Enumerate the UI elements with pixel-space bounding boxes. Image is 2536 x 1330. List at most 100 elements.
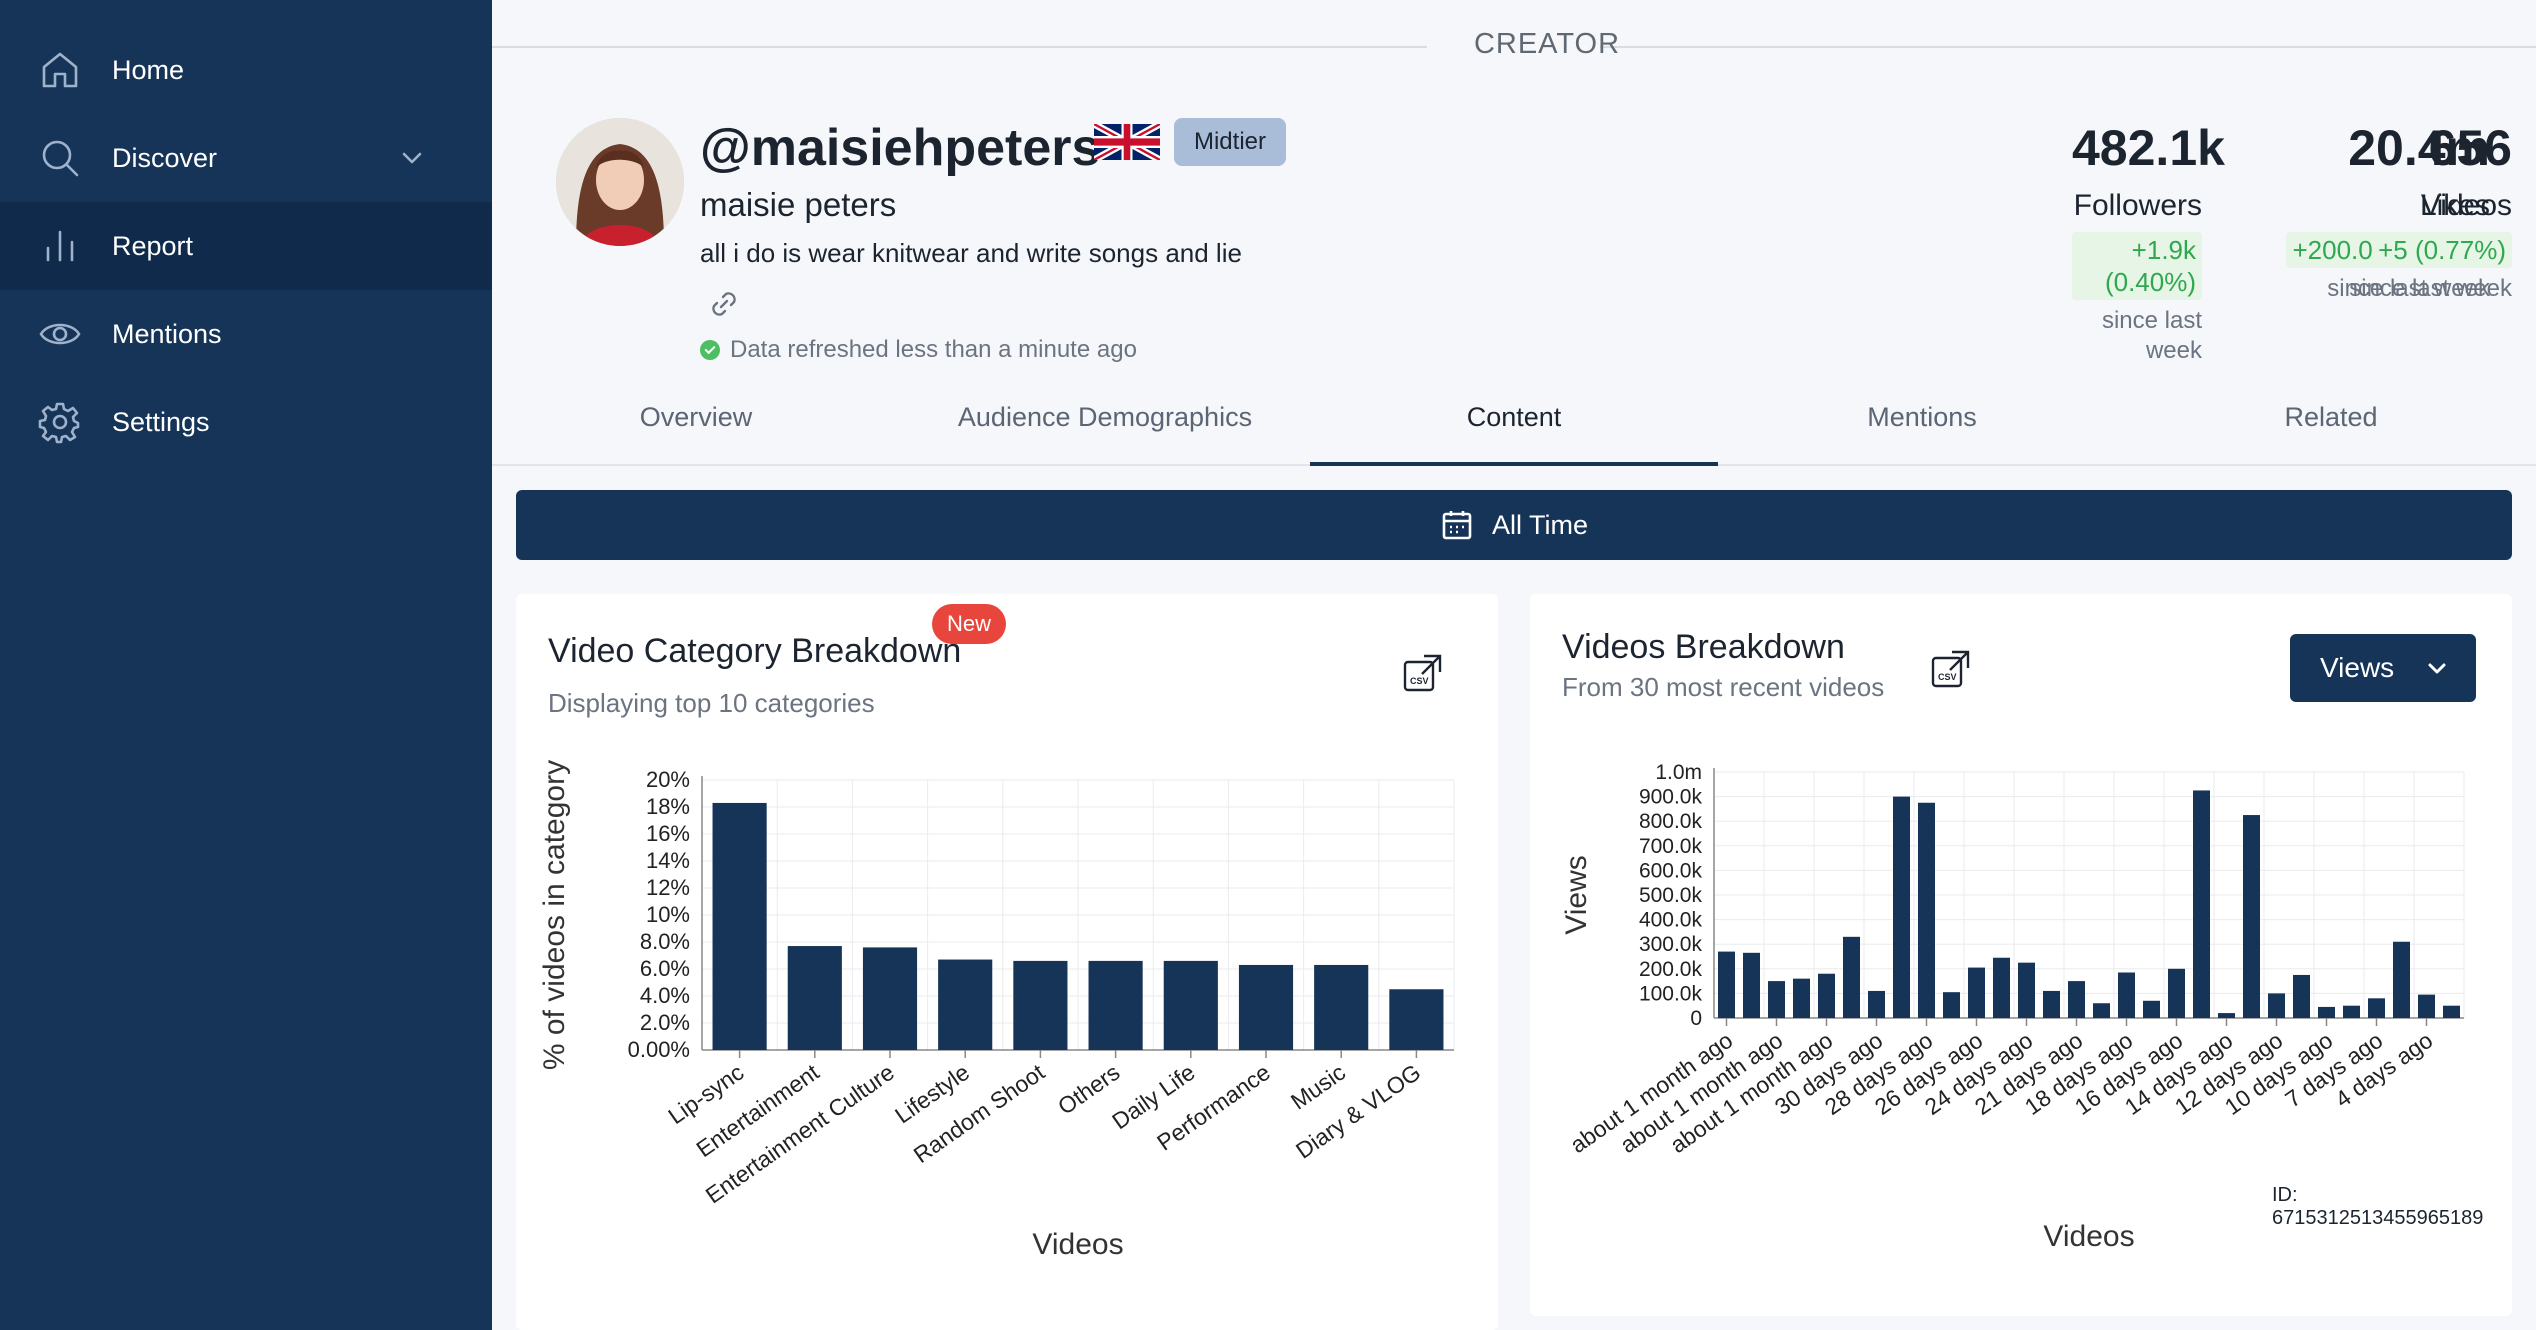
check-circle-icon <box>700 340 720 360</box>
y-tick-label: 8.0% <box>640 929 690 954</box>
csv-export-icon[interactable]: CSV <box>1402 652 1444 694</box>
bar <box>1868 990 1885 1018</box>
tab-content[interactable]: Content <box>1310 392 1718 466</box>
tab-audience-demographics[interactable]: Audience Demographics <box>957 402 1253 432</box>
bar <box>2093 1003 2110 1018</box>
creator-handle: @maisiehpeters <box>700 119 1101 177</box>
tab-overview[interactable]: Overview <box>639 402 753 432</box>
bar <box>1743 952 1760 1018</box>
x-tick-label: Music <box>1286 1059 1350 1115</box>
chevron-down-icon[interactable] <box>396 142 428 174</box>
stat-followers: 482.1k Followers +1.9k (0.40%) since las… <box>2072 118 2225 366</box>
x-axis-title: Videos <box>2043 1220 2134 1253</box>
y-tick-label: 4.0% <box>640 983 690 1008</box>
bar <box>1843 936 1860 1018</box>
stat-since: since last week <box>2101 307 2202 364</box>
time-filter-button[interactable]: All Time <box>516 490 2512 560</box>
y-tick-label: 900.0k <box>1639 786 1703 809</box>
y-tick-label: 2.0% <box>640 1010 690 1035</box>
bar <box>2043 990 2060 1018</box>
stat-value: 482.1k <box>2072 120 2225 176</box>
sidebar-item-label: Report <box>112 231 194 261</box>
bar <box>1968 967 1985 1018</box>
stat-value: 20.4m <box>2348 120 2490 176</box>
bar <box>2293 974 2310 1018</box>
y-axis-title: Views <box>1560 855 1593 934</box>
bar <box>862 947 918 1050</box>
avatar <box>556 118 684 246</box>
tier-badge: Midtier <box>1174 118 1286 166</box>
bar <box>1163 960 1218 1050</box>
bar <box>1718 951 1735 1018</box>
sidebar-item-settings[interactable]: Settings <box>0 378 492 466</box>
bar <box>2068 981 2085 1018</box>
card-title: Videos Breakdown <box>1562 628 1845 666</box>
y-tick-label: 600.0k <box>1639 859 1703 882</box>
bar <box>2343 1005 2360 1018</box>
link-icon[interactable] <box>706 286 742 322</box>
tab-related[interactable]: Related <box>2284 402 2378 432</box>
bar <box>2318 1006 2335 1018</box>
sidebar-item-report[interactable]: Report <box>0 202 492 290</box>
y-tick-label: 6.0% <box>640 956 690 981</box>
bar <box>2218 1013 2235 1018</box>
y-axis-title: % of videos in category <box>538 760 571 1070</box>
bar <box>1314 964 1369 1050</box>
sidebar-item-label: Mentions <box>112 319 222 349</box>
divider <box>492 46 1427 48</box>
tab-mentions[interactable]: Mentions <box>1867 402 1977 432</box>
sidebar-item-label: Settings <box>112 407 210 437</box>
sidebar: Home Discover Report Mentions Settings <box>0 0 492 1330</box>
metric-select-button[interactable]: Views <box>2290 634 2476 702</box>
sidebar-item-home[interactable]: Home <box>0 26 492 114</box>
bar <box>1088 960 1143 1050</box>
metric-select-label: Views <box>2320 652 2395 683</box>
y-tick-label: 400.0k <box>1639 909 1703 932</box>
stat-since: since last week <box>2327 275 2490 302</box>
main-content: CREATOR @maisiehpeters Midtier maisie pe… <box>492 0 2536 1330</box>
sidebar-item-discover[interactable]: Discover <box>0 114 492 202</box>
card-subtitle: Displaying top 10 categories <box>548 688 875 718</box>
category-breakdown-card: Video Category Breakdown New Displaying … <box>516 594 1498 1330</box>
bar <box>712 802 767 1050</box>
stat-label: Likes <box>2419 189 2490 222</box>
sidebar-item-mentions[interactable]: Mentions <box>0 290 492 378</box>
y-tick-label: 700.0k <box>1639 835 1703 858</box>
tab-bar: Overview Audience Demographics Content M… <box>492 392 2536 466</box>
stat-delta: +1.9k (0.40%) <box>2072 232 2202 300</box>
time-filter-label: All Time <box>1491 509 1589 540</box>
y-tick-label: 16% <box>646 821 690 846</box>
bar <box>2268 993 2285 1018</box>
y-tick-label: 300.0k <box>1639 933 1703 956</box>
x-tick-label: Random Shoot <box>909 1058 1050 1168</box>
bar <box>787 946 842 1050</box>
svg-text:CSV: CSV <box>1410 676 1429 686</box>
videos-breakdown-card: Videos Breakdown From 30 most recent vid… <box>1530 594 2512 1316</box>
chevron-down-icon <box>2428 663 2446 674</box>
bio-text: all i do is wear knitwear and write song… <box>700 238 1242 268</box>
bar <box>1768 981 1785 1018</box>
uk-flag-icon <box>1092 120 1162 164</box>
gear-icon <box>38 400 82 444</box>
bar <box>1893 796 1910 1018</box>
y-tick-label: 0 <box>1690 1007 1702 1030</box>
bar <box>1918 802 1935 1018</box>
bar <box>2443 1005 2460 1018</box>
search-icon <box>38 136 82 180</box>
bar <box>1793 978 1810 1018</box>
refresh-status: Data refreshed less than a minute ago <box>700 336 1137 364</box>
csv-export-icon[interactable]: CSV <box>1930 648 1972 690</box>
video-id-tooltip: ID: 6715312513455965189 <box>2272 1184 2484 1229</box>
bar <box>1389 989 1444 1050</box>
bar <box>1993 957 2010 1018</box>
y-tick-label: 0.00% <box>628 1037 690 1062</box>
videos-bar-chart: 0100.0k200.0k300.0k400.0k500.0k600.0k700… <box>1560 761 2465 1253</box>
card-title: Video Category Breakdown <box>548 632 962 670</box>
y-tick-label: 20% <box>646 767 690 792</box>
sidebar-item-label: Discover <box>112 143 218 173</box>
y-tick-label: 800.0k <box>1639 810 1703 833</box>
stat-delta: +5 (0.77%) <box>2372 232 2512 268</box>
bar <box>2418 994 2435 1018</box>
stat-label: Followers <box>2073 189 2202 222</box>
y-tick-label: 200.0k <box>1639 958 1703 981</box>
